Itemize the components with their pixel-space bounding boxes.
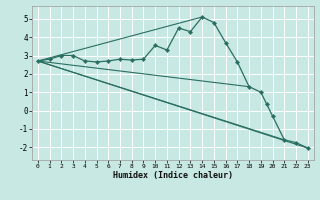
X-axis label: Humidex (Indice chaleur): Humidex (Indice chaleur)	[113, 171, 233, 180]
